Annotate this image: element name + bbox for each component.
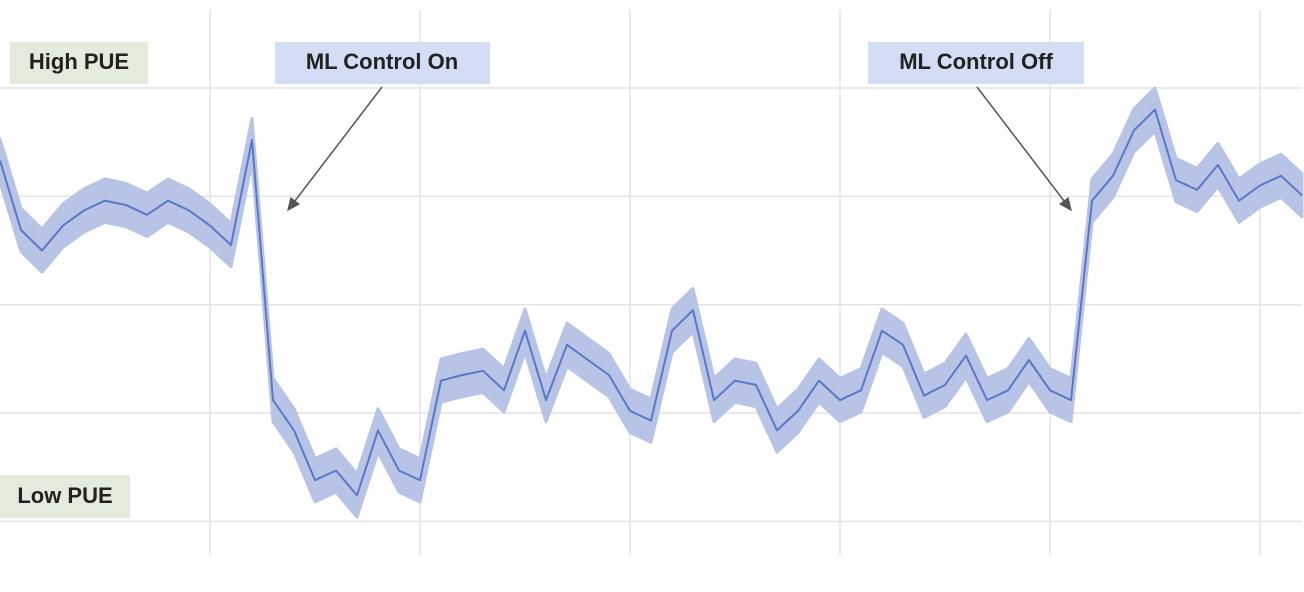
grid: [0, 10, 1302, 555]
label-box: [0, 475, 130, 518]
line: [0, 108, 1303, 497]
arrow: [287, 86, 383, 212]
confidence-band: [0, 86, 1304, 519]
label-box: [868, 42, 1084, 84]
annotation: ML Control On: [306, 49, 458, 74]
arrow: [976, 86, 1072, 212]
annotations: High PUE Low PUE ML Control On ML Contro…: [0, 42, 1084, 518]
label-box: [10, 42, 148, 84]
annotation: ML Control Off: [899, 49, 1053, 74]
plot: [0, 86, 1304, 519]
annotation: Low PUE: [17, 483, 112, 508]
label-box: [275, 42, 490, 84]
annotation: High PUE: [29, 49, 129, 74]
